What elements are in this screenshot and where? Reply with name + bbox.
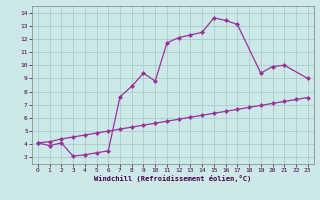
X-axis label: Windchill (Refroidissement éolien,°C): Windchill (Refroidissement éolien,°C) <box>94 175 252 182</box>
